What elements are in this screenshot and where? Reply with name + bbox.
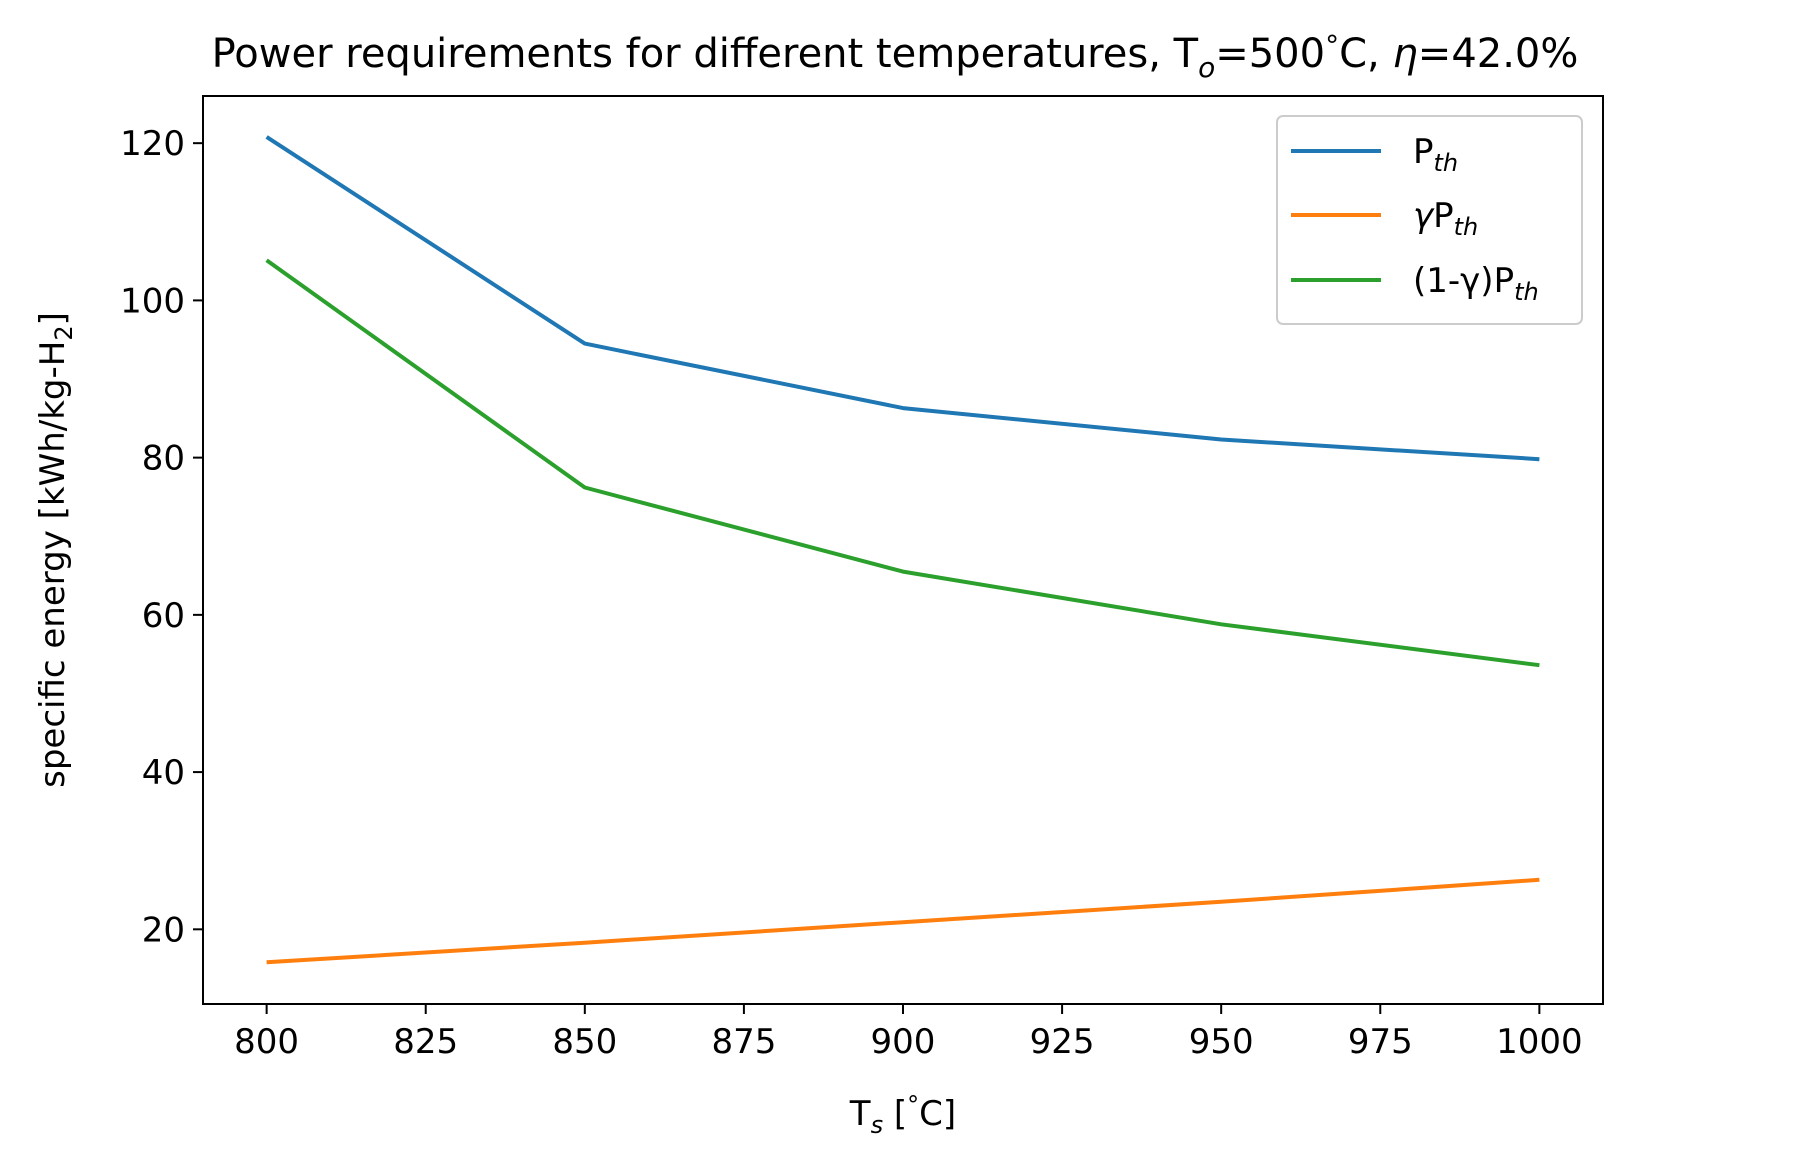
x-tick-label: 850 [552, 1022, 617, 1062]
series-line-pth [265, 135, 1540, 462]
x-tick-label: 800 [234, 1022, 299, 1062]
series-line-gamma-pth [266, 877, 1540, 965]
y-tick-label: 120 [120, 124, 185, 164]
x-tick-label: 900 [871, 1022, 936, 1062]
y-tick-label: 40 [142, 753, 185, 793]
x-tick-label: 950 [1189, 1022, 1254, 1062]
series-layer [265, 135, 1540, 965]
legend: Pth γPth (1-γ)Pth [1276, 115, 1583, 325]
x-tick-label: 825 [393, 1022, 458, 1062]
y-tick-label: 60 [142, 596, 185, 636]
chart-title: Power requirements for different tempera… [212, 29, 1579, 84]
y-tick-label: 80 [142, 439, 185, 479]
x-axis: 800 825 850 875 900 925 950 975 1000 [234, 1004, 1583, 1062]
x-tick-label: 875 [711, 1022, 776, 1062]
series-line-one-minus-gamma-pth [265, 258, 1540, 668]
y-tick-label: 20 [142, 910, 185, 950]
legend-label-one-minus-gamma-pth: (1-γ)Pth [1413, 261, 1539, 306]
x-tick-label: 975 [1348, 1022, 1413, 1062]
legend-box [1276, 115, 1583, 325]
x-tick-label: 925 [1030, 1022, 1095, 1062]
y-tick-label: 100 [120, 281, 185, 321]
x-axis-title: Ts [°C] [849, 1091, 956, 1139]
x-tick-label: 1000 [1496, 1022, 1583, 1062]
y-axis-title: specific energy [kWh/kg-H2] [33, 312, 78, 788]
y-axis: 20 40 60 80 100 120 [120, 124, 203, 950]
legend-label-pth: Pth [1413, 132, 1458, 177]
legend-label-gamma-pth: γPth [1413, 196, 1478, 241]
